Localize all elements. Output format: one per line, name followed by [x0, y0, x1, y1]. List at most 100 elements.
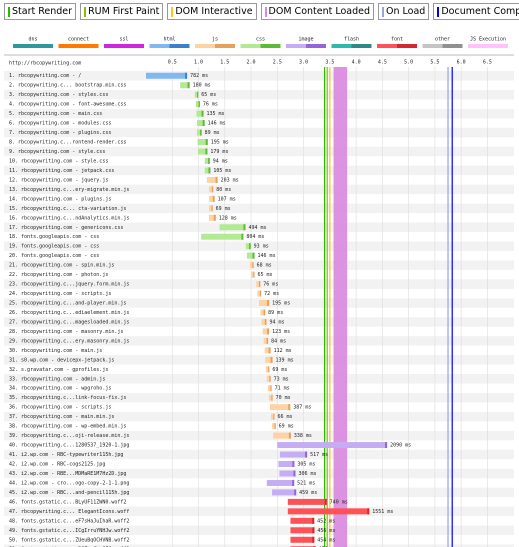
- duration-label: 71 ms: [275, 386, 290, 392]
- event-label: Document Complete: [441, 6, 519, 17]
- request-bar: [265, 366, 270, 373]
- resource-legend-label: css: [256, 37, 265, 43]
- row-band: [4, 317, 514, 327]
- duration-label: 89 ms: [205, 130, 220, 136]
- x-tick-label: 3.0: [299, 60, 308, 66]
- resource-legend-label: other: [435, 37, 450, 43]
- row-label: 20. fonts.googleapis.com - css: [9, 253, 99, 259]
- row-band: [4, 127, 514, 138]
- duration-label: 180 ms: [193, 83, 211, 89]
- resource-swatch: [149, 44, 170, 48]
- request-bar-download: [187, 82, 190, 89]
- request-bar-download: [312, 527, 315, 534]
- duration-label: 387 ms: [293, 405, 311, 411]
- resource-legend-label: flash: [344, 37, 359, 43]
- request-bar-download: [312, 517, 315, 524]
- request-bar: [262, 328, 270, 335]
- resource-legend-label: JS Execution: [470, 37, 506, 43]
- row-label: 34. rbcopywriting.com - wpgroho.js: [9, 386, 111, 392]
- request-bar-download: [267, 300, 270, 307]
- row-label: 30. rbcopywriting.com - main.js: [9, 348, 102, 354]
- request-bar-download: [305, 451, 308, 458]
- x-tick-label: 4.5: [378, 60, 387, 66]
- duration-label: 76 ms: [203, 102, 218, 108]
- event-swatch: [264, 6, 267, 17]
- request-bar: [267, 385, 272, 392]
- duration-label: 804 ms: [246, 234, 264, 240]
- duration-label: 338 ms: [294, 433, 312, 439]
- duration-label: 80 ms: [216, 187, 231, 193]
- request-bar-download: [243, 224, 246, 231]
- duration-label: 203 ms: [221, 177, 239, 183]
- request-bar: [272, 489, 297, 496]
- row-label: 25. rbcopywriting.c...and-player.min.js: [9, 301, 126, 307]
- resource-swatch: [468, 44, 488, 48]
- resource-swatch: [286, 44, 306, 48]
- duration-label: 76 ms: [263, 282, 278, 288]
- request-bar-download: [208, 167, 211, 174]
- duration-label: 517 ms: [310, 452, 328, 458]
- request-bar: [265, 356, 273, 363]
- duration-label: 456 ms: [317, 528, 335, 534]
- x-tick-label: 2.5: [273, 60, 282, 66]
- row-label: 18. fonts.googleapis.com - css: [9, 234, 99, 240]
- row-label: 31. s0.wp.com - devicepx-jetpack.js: [9, 357, 114, 363]
- request-bar-download: [185, 72, 188, 79]
- x-tick-label: 5.5: [430, 60, 439, 66]
- event-legend-item: Document Complete: [433, 3, 519, 20]
- row-label: 4. rbcopywriting.com - font-awesome.css: [9, 102, 126, 108]
- row-label: 2. rbcopywriting.c... bootstrap.min.css: [9, 83, 126, 89]
- resource-swatch: [33, 44, 53, 48]
- x-tick-label: 1.5: [220, 60, 229, 66]
- row-label: 22. rbcopywriting.com - photon.js: [9, 272, 108, 278]
- row-label: 44. i2.wp.com - cro...ogo-copy-2-1-1.png: [9, 480, 129, 486]
- request-bar-download: [197, 91, 199, 98]
- request-bar: [196, 129, 202, 136]
- resource-legend-label: connect: [68, 37, 89, 43]
- duration-label: 128 ms: [219, 215, 237, 221]
- duration-label: 305 ms: [297, 462, 315, 468]
- request-bar-download: [367, 508, 370, 515]
- row-band: [4, 525, 514, 536]
- row-label: 43. i2.wp.com - RBE...MDMaRE1M7Hz2D.jpg: [9, 471, 126, 477]
- request-bar-download: [211, 205, 213, 212]
- request-bar-download: [288, 404, 291, 411]
- duration-label: 139 ms: [276, 357, 294, 363]
- resource-swatch: [422, 44, 443, 48]
- request-bar: [196, 120, 205, 127]
- resource-swatch: [377, 44, 397, 48]
- row-band: [4, 222, 514, 232]
- request-bar-download: [200, 129, 202, 136]
- duration-label: 66 ms: [277, 414, 292, 420]
- event-swatch: [437, 6, 440, 17]
- event-label: On Load: [386, 6, 426, 17]
- request-bar: [261, 318, 267, 325]
- duration-label: 306 ms: [298, 471, 316, 477]
- request-bar-download: [385, 442, 388, 449]
- duration-label: 107 ms: [218, 196, 236, 202]
- row-label: 28. rbcopywriting.com - masonry.min.js: [9, 329, 123, 335]
- request-bar: [272, 423, 276, 430]
- row-band: [4, 506, 514, 517]
- row-label: 36. rbcopywriting.com - scripts.js: [9, 405, 111, 411]
- request-bar: [256, 281, 261, 288]
- resource-legend-label: ssl: [119, 37, 128, 43]
- resource-swatch: [397, 44, 417, 48]
- row-label: 39. rbcopywriting.c...oji-release.min.js: [9, 433, 129, 439]
- event-band: [333, 67, 348, 547]
- request-bar: [246, 252, 255, 259]
- request-bar: [251, 271, 255, 278]
- duration-label: 2090 ms: [390, 443, 411, 449]
- row-label: 1. rbcopywriting.com - /: [9, 73, 81, 79]
- request-bar: [206, 176, 218, 183]
- request-bar: [219, 224, 246, 231]
- event-label: DOM Interactive: [175, 6, 253, 17]
- request-bar: [194, 91, 199, 98]
- request-bar-download: [270, 356, 273, 363]
- x-tick-label: 1.0: [194, 60, 203, 66]
- row-band: [4, 165, 514, 176]
- request-bar: [278, 461, 295, 468]
- request-bar: [287, 498, 327, 505]
- row-band: [4, 374, 514, 384]
- request-bar-download: [270, 385, 272, 392]
